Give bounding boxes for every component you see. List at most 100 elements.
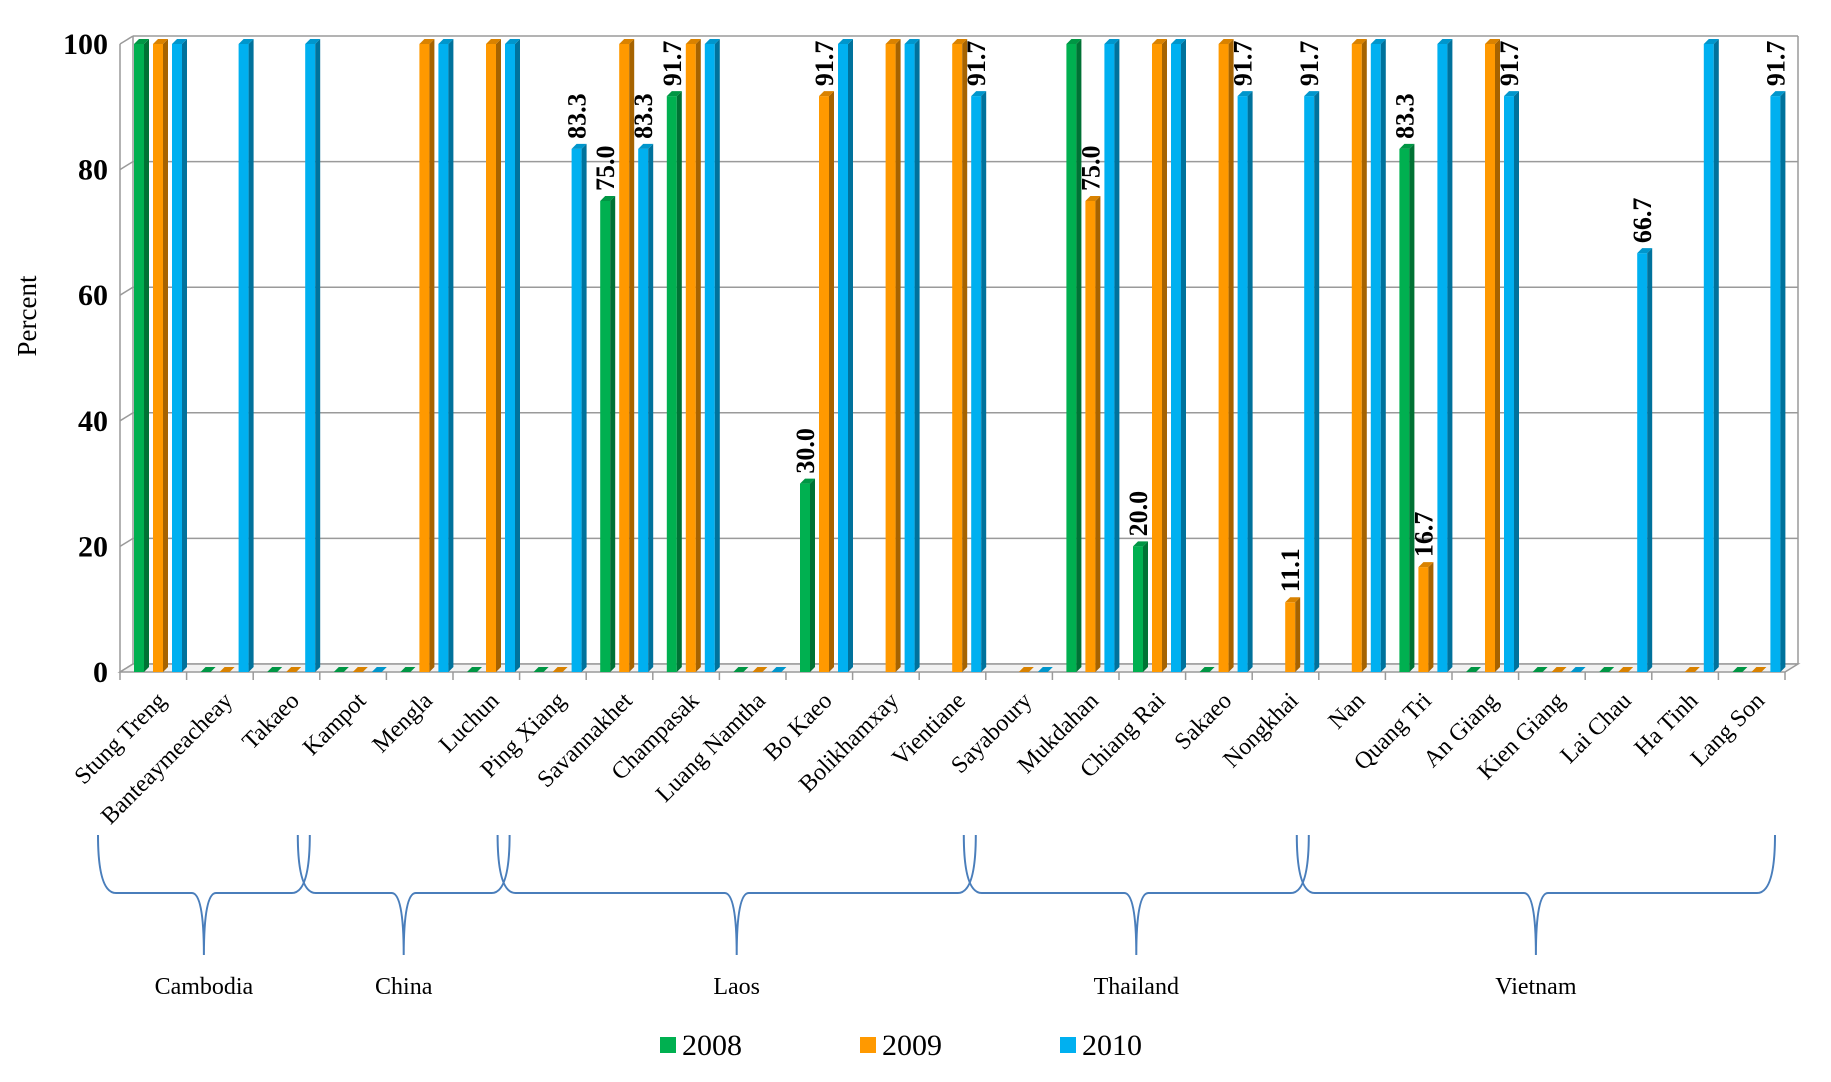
bar-2009-side [1428, 562, 1434, 672]
bar-2010-top [1437, 39, 1453, 44]
bar-2009-side [895, 39, 901, 672]
bar-2010-side [648, 143, 654, 673]
bar-2009-side [496, 39, 501, 672]
data-label: 83.3 [1390, 93, 1419, 139]
bar-2009-top [1751, 667, 1767, 672]
bar-2009-top [1418, 562, 1434, 568]
y-tick-label: 60 [78, 279, 108, 312]
bar-2010-front [1770, 96, 1781, 672]
bar-2010-front [904, 44, 915, 672]
bar-2008-top [200, 667, 216, 672]
group-label: Laos [713, 974, 760, 1000]
bar-2010-side [248, 39, 254, 672]
bar-2009-top [885, 39, 901, 44]
group-label: Vietnam [1495, 974, 1577, 1000]
bar-2010-side [848, 39, 853, 672]
data-label: 91.7 [1295, 41, 1324, 87]
bar-2010-top [371, 667, 387, 672]
bar-2010-top [505, 39, 520, 44]
bar-2009-top [1152, 39, 1167, 44]
bar-2009-side [629, 39, 635, 672]
data-label: 20.0 [1124, 491, 1153, 537]
bar-2010-top [771, 667, 787, 672]
bar-2010-front [1304, 96, 1315, 672]
bar-2009-top [619, 39, 635, 44]
bar-2010-side [315, 39, 321, 672]
bar-2010-front [1171, 44, 1181, 672]
group-brace [962, 834, 1310, 956]
bar-2009-top [286, 667, 302, 672]
bar-2009-front [885, 44, 896, 672]
data-label: 91.7 [1495, 41, 1524, 87]
bar-2010-top [1637, 248, 1653, 254]
bar-2010-front [305, 44, 316, 672]
bar-2009-side [429, 39, 435, 672]
category-label: Mengla [368, 688, 438, 758]
bar-2010-side [981, 91, 987, 672]
bar-2008-side [610, 196, 616, 672]
bar-2008-top [134, 39, 149, 44]
bar-2010-top [571, 143, 587, 149]
bar-2010-top [1504, 91, 1519, 97]
y-tick-label: 100 [63, 28, 108, 61]
bar-2010-side [714, 39, 720, 672]
bar-2010-side [1247, 91, 1253, 672]
bar-2008-top [1466, 667, 1481, 672]
bar-2009-front [153, 44, 163, 672]
legend-label: 2008 [682, 1029, 742, 1062]
bar-2010-side [581, 143, 587, 673]
bar-2009-top [352, 667, 368, 672]
bar-2008-front [1399, 148, 1410, 673]
group-label: Thailand [1094, 974, 1179, 1000]
legend-label: 2010 [1082, 1029, 1142, 1062]
bar-2009-top [752, 667, 768, 672]
bar-2009-front [1285, 602, 1296, 672]
bar-2009-front [419, 44, 430, 672]
data-label: 30.0 [791, 428, 820, 474]
bar-2010-top [305, 39, 321, 44]
data-label: 91.7 [1229, 41, 1258, 87]
bar-2010-side [1114, 39, 1120, 672]
group-brace [496, 834, 977, 956]
bar-2010-front [704, 44, 715, 672]
bar-2008-side [1409, 143, 1415, 673]
bar-2008-top [1066, 39, 1082, 44]
bar-2009-top [1218, 39, 1234, 44]
bar-2009-front [1418, 567, 1429, 672]
bar-2010-side [1713, 39, 1719, 672]
category-label: Nan [1324, 688, 1371, 735]
bar-2010-side [182, 39, 187, 672]
bar-2008-side [1076, 39, 1082, 672]
bar-2008-side [676, 91, 682, 672]
legend-swatch-2009 [860, 1037, 876, 1053]
bar-2010-side [448, 39, 454, 672]
bar-2009-front [952, 44, 963, 672]
bar-2010-front [172, 44, 182, 672]
bar-2010-side [914, 39, 920, 672]
bar-2010-top [704, 39, 720, 44]
bar-2008-top [800, 478, 815, 484]
bar-2009-top [1551, 667, 1567, 672]
bar-2009-top [219, 667, 235, 672]
y-tick-label: 0 [93, 656, 108, 689]
gridline-side [119, 160, 134, 171]
bar-2008-top [1532, 667, 1548, 672]
data-label: 91.7 [1761, 41, 1790, 87]
bar-2008-top [467, 667, 482, 672]
bar-2009-front [819, 96, 829, 672]
gridline-side [119, 286, 134, 296]
bar-2010-top [971, 91, 987, 97]
bar-2010-front [638, 148, 649, 673]
bar-2010-top [1770, 91, 1786, 97]
bar-2010-front [1504, 96, 1514, 672]
bar-2010-side [1514, 91, 1519, 672]
bar-2010-front [1437, 44, 1448, 672]
bar-2009-side [1095, 196, 1101, 672]
bar-2008-top [1732, 667, 1748, 672]
bar-2009-front [1485, 44, 1495, 672]
bar-2009-top [552, 667, 568, 672]
bar-2010-top [1703, 39, 1719, 44]
bar-2009-top [1085, 196, 1101, 201]
bar-2010-side [1647, 248, 1653, 672]
bar-2010-top [1237, 91, 1253, 97]
